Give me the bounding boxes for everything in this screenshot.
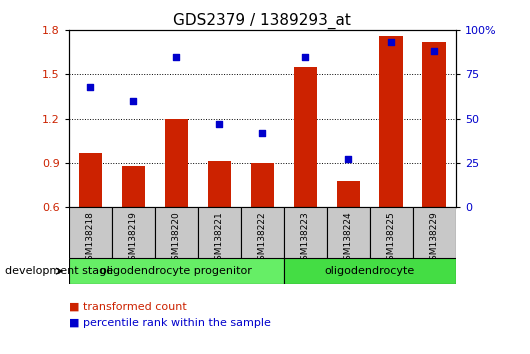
Bar (284, 258, 456, 284)
Text: GSM138218: GSM138218 (86, 211, 95, 266)
Bar (413, 207, 456, 258)
Point (172, 54, 181, 59)
Text: development stage: development stage (5, 266, 113, 276)
Text: GSM138220: GSM138220 (172, 211, 181, 266)
Bar (241, 207, 284, 258)
Point (86, 84, 95, 90)
Bar (78, 153, 102, 207)
Bar (69, 207, 112, 258)
Bar (112, 207, 155, 258)
Point (301, 54, 310, 59)
Bar (198, 207, 241, 258)
Bar (164, 119, 188, 207)
Text: GSM138222: GSM138222 (258, 211, 267, 266)
Text: oligodendrocyte progenitor: oligodendrocyte progenitor (100, 266, 252, 276)
Point (430, 48, 438, 54)
Bar (422, 42, 446, 207)
Bar (327, 207, 370, 258)
Text: oligodendrocyte: oligodendrocyte (325, 266, 415, 276)
Bar (155, 207, 198, 258)
Bar (208, 161, 231, 207)
Text: ■ percentile rank within the sample: ■ percentile rank within the sample (69, 318, 271, 328)
Point (344, 156, 352, 162)
Bar (379, 36, 403, 207)
Bar (337, 181, 360, 207)
Point (215, 121, 224, 127)
Bar (370, 207, 413, 258)
Text: GSM138229: GSM138229 (430, 211, 439, 266)
Text: GSM138221: GSM138221 (215, 211, 224, 266)
Text: GSM138225: GSM138225 (387, 211, 396, 266)
Text: GSM138223: GSM138223 (301, 211, 310, 266)
Text: ■ transformed count: ■ transformed count (69, 302, 187, 312)
Text: GSM138219: GSM138219 (129, 211, 138, 266)
Text: GSM138224: GSM138224 (344, 211, 353, 266)
Point (387, 40, 395, 45)
Bar (251, 163, 274, 207)
Title: GDS2379 / 1389293_at: GDS2379 / 1389293_at (173, 12, 351, 29)
Bar (69, 258, 284, 284)
Point (129, 98, 138, 104)
Bar (294, 67, 317, 207)
Bar (121, 166, 145, 207)
Point (258, 130, 267, 136)
Bar (284, 207, 327, 258)
